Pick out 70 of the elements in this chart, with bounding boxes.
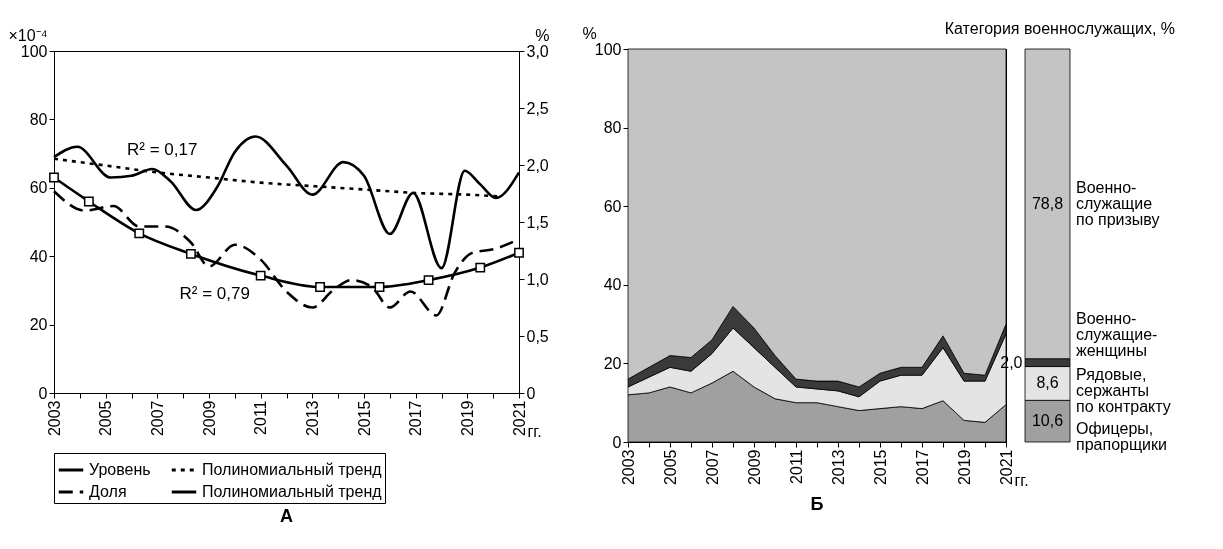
x-axis-title: гг. [1014,471,1029,489]
point [185,248,196,259]
y-tick-label: 20 [29,316,48,334]
y-tick-label: 40 [29,247,48,265]
series-label: Военно- служащие по призыву [1076,178,1160,228]
x-tick-label: 2017 [913,449,931,486]
x-tick-label: 2019 [458,400,476,437]
point [475,262,486,273]
x-tick-label: 2005 [97,400,115,437]
y-tick-label: 80 [29,110,48,128]
series-label: Рядовые, сержанты по контракту [1076,365,1171,415]
text: Б [810,494,824,514]
chart-title: Категория военнослужащих, % [944,19,1175,37]
y-tick-label: 60 [603,197,622,215]
data-label: 10,6 [1031,412,1064,430]
x-tick-label: 2015 [871,449,889,486]
series-label: Военно- служащие- женщины [1076,309,1158,359]
y2-tick-label: 2,5 [526,99,549,117]
y-axis-title: ×10⁻⁴ [8,26,48,44]
legend-label: Доля [89,483,127,500]
y2-tick-label: 3,0 [526,42,549,60]
y-tick-label: 100 [20,42,48,60]
point [255,270,266,281]
annotation: R² = 0,17 [127,140,198,160]
x-axis-title: гг. [527,422,542,440]
x-tick-label: 2011 [252,400,270,435]
x-tick-label: 2013 [829,449,847,486]
y2-tick-label: 0,5 [526,327,549,345]
legend-label: Полиномиальный тренд [202,461,383,478]
y-axis-title: % [582,24,597,42]
point [49,172,59,183]
x-tick-label: 2011 [787,449,805,484]
y-tick-label: 40 [603,276,622,294]
y-tick-label: 100 [594,40,622,58]
text: А [280,505,293,526]
y-tick-label: 80 [603,119,622,137]
y-tick-label: 60 [29,179,48,197]
y2-tick-label: 1,0 [526,270,549,288]
x-tick-label: 2013 [303,400,321,437]
point [134,228,145,239]
annotation: R² = 0,79 [179,283,250,303]
point [514,247,524,258]
x-tick-label: 2003 [619,449,637,486]
y2-tick-label: 2,0 [526,156,549,174]
x-tick-label: 2005 [661,449,679,486]
x-tick-label: 2009 [745,449,763,486]
x-tick-label: 2003 [45,400,63,437]
x-tick-label: 2017 [407,400,425,437]
y-tick-label: 0 [38,384,48,402]
x-tick-label: 2009 [200,400,218,437]
data-label: 8,6 [1036,374,1059,392]
y2-tick-label: 1,5 [526,213,549,231]
point [423,275,434,286]
series-label: Офицеры, прапорщики [1076,420,1167,454]
x-tick-label: 2021 [997,449,1015,486]
x-tick-label: 2007 [148,400,166,437]
y-tick-label: 0 [612,433,622,451]
x-tick-label: 2007 [703,449,721,486]
x-tick-label: 2021 [510,400,528,437]
y2-tick-label: 0 [526,384,536,402]
legend-label: Полиномиальный тренд [202,483,383,500]
point [374,282,385,292]
y-tick-label: 20 [603,354,622,372]
y2-axis-title: % [535,26,550,44]
point [315,282,326,292]
point [83,196,94,207]
data-label: 78,8 [1031,194,1064,212]
x-tick-label: 2019 [955,449,973,486]
x-tick-label: 2015 [355,400,373,437]
legend-label: Уровень [89,461,151,478]
